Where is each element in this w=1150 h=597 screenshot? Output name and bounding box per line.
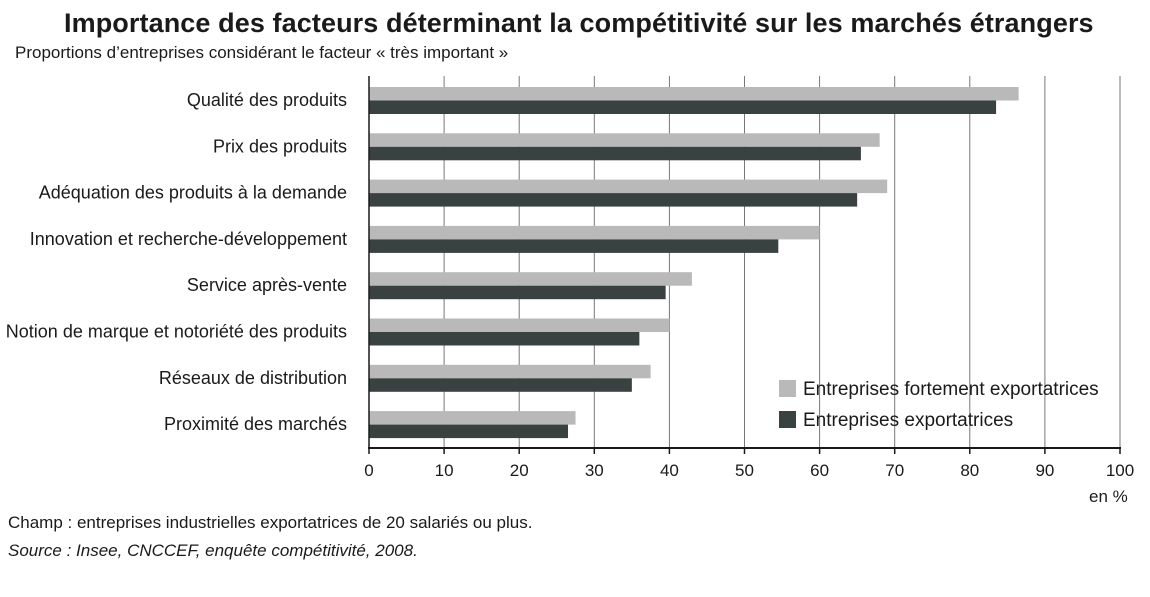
category-label-2: Adéquation des produits à la demande (39, 183, 347, 203)
category-label-1: Prix des produits (213, 136, 347, 156)
chart-subtitle: Proportions d’entreprises considérant le… (15, 43, 509, 62)
bar-exportatrices-5 (369, 332, 640, 346)
bar-fortement-3 (369, 225, 820, 240)
bar-exportatrices-2 (369, 193, 858, 207)
x-tick-label-50: 50 (735, 461, 754, 480)
legend-label-exportatrices: Entreprises exportatrices (803, 410, 1013, 431)
bar-fortement-5 (369, 318, 670, 332)
x-tick-label-100: 100 (1106, 461, 1134, 480)
x-tick-label-30: 30 (585, 461, 604, 480)
bar-fortement-4 (369, 272, 692, 286)
x-tick-label-20: 20 (510, 461, 529, 480)
bar-exportatrices-4 (369, 285, 666, 300)
x-tick-label-80: 80 (960, 461, 979, 480)
category-label-6: Réseaux de distribution (159, 368, 347, 388)
category-label-7: Proximité des marchés (164, 414, 347, 434)
category-labels: Qualité des produits Prix des produits Adé… (6, 90, 347, 434)
x-tick-label-70: 70 (885, 461, 904, 480)
footer-source: Source : Insee, CNCCEF, enquête compétit… (8, 541, 418, 560)
bar-fortement-0 (369, 87, 1019, 101)
x-axis-unit: en % (1089, 487, 1128, 506)
category-label-3: Innovation et recherche-développement (30, 229, 347, 249)
x-axis: 0 10 20 30 40 50 60 70 80 90 100 (364, 76, 1134, 480)
x-tick-label-10: 10 (435, 461, 454, 480)
x-tick-label-40: 40 (660, 461, 679, 480)
bar-fortement-6 (369, 364, 651, 379)
chart-title: Importance des facteurs déterminant la c… (64, 8, 1094, 38)
bars (369, 87, 1019, 439)
bar-fortement-7 (369, 411, 576, 425)
bar-exportatrices-0 (369, 100, 997, 114)
legend: Entreprises fortement exportatrices Entre… (779, 379, 1099, 431)
category-label-0: Qualité des produits (187, 90, 347, 110)
x-tick-label-60: 60 (810, 461, 829, 480)
footer-champ: Champ : entreprises industrielles export… (8, 513, 533, 532)
category-label-4: Service après-vente (187, 275, 347, 295)
legend-swatch-exportatrices (779, 411, 796, 428)
x-tick-label-0: 0 (364, 461, 373, 480)
category-label-5: Notion de marque et notoriété des produi… (6, 322, 347, 342)
bar-exportatrices-6 (369, 378, 632, 392)
legend-label-fortement: Entreprises fortement exportatrices (803, 379, 1099, 400)
bar-fortement-1 (369, 133, 880, 147)
x-tick-label-90: 90 (1035, 461, 1054, 480)
bar-exportatrices-1 (369, 146, 861, 161)
bar-exportatrices-7 (369, 424, 569, 439)
bar-fortement-2 (369, 179, 888, 194)
legend-swatch-fortement (779, 380, 796, 397)
bar-exportatrices-3 (369, 239, 779, 253)
